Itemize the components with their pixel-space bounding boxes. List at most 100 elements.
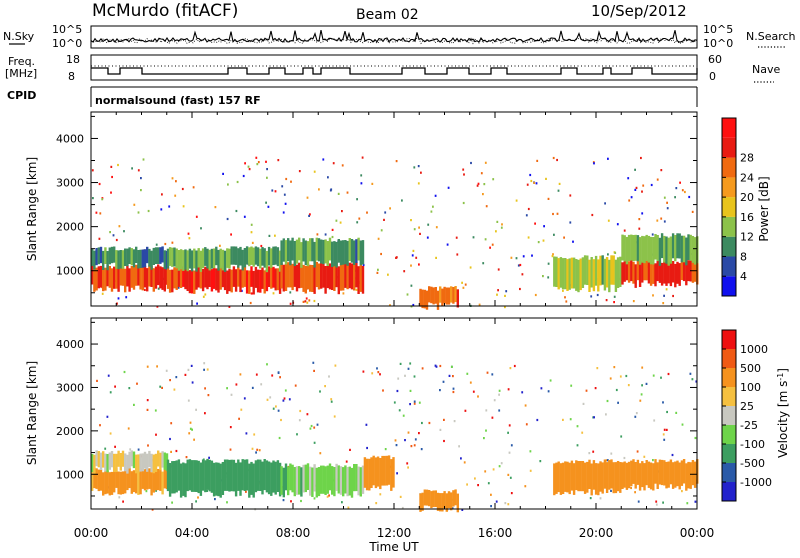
band-7-cell [610,255,613,285]
band-3-cell [250,246,253,265]
scatter-cell [591,213,594,217]
band-5-cell [434,490,437,507]
scatter-cell [439,389,441,392]
scatter-cell [98,237,101,240]
band-2-cell [217,462,220,497]
scatter-cell [128,387,131,390]
band-3-cell [326,465,329,494]
band-6-cell [436,290,440,310]
band-9-cell [674,235,677,262]
scatter-cell [296,433,298,436]
band-2-cell [226,270,229,294]
band-4-cell [370,457,373,488]
scatter-cell [380,229,383,232]
scatter-cell [681,490,683,493]
scatter-cell [495,500,498,503]
noise-search-trace [90,37,698,45]
power-tick-label: 28 [740,152,754,165]
band-5-cell [287,238,290,262]
scatter-cell [358,217,361,220]
band-7-cell [643,463,646,491]
band-9-cell [671,233,675,259]
scatter-cell [489,246,491,249]
scatter-cell [243,397,246,400]
band-8-cell [645,259,648,281]
band-2-cell [190,460,194,492]
band-4-cell [355,262,358,288]
band-7-cell [689,462,692,489]
band-9-cell [636,235,640,262]
scatter-cell [607,219,610,222]
scatter-cell [675,411,678,414]
scatter-cell [576,425,579,428]
band-7-cell [570,257,574,289]
scatter-cell [125,296,128,299]
scatter-cell [184,373,187,376]
band-1-cell [104,453,107,472]
scatter-cell [313,441,316,444]
scatter-cell [146,365,149,368]
band-6-cell [441,288,444,307]
band-3-cell [284,463,288,491]
scatter-cell [251,447,254,450]
band-4-cell [390,459,393,491]
scatter-cell [615,388,618,392]
band-5-cell [326,241,329,266]
scatter-cell [117,163,119,167]
band-4-cell [379,458,382,490]
band-1-cell [130,450,133,467]
scatter-cell [193,438,195,441]
band-2-cell [188,459,192,491]
scatter-cell [521,391,524,394]
band-6-cell [425,290,429,310]
band-0-cell [141,267,144,291]
scatter-cell [146,399,149,402]
band-1-cell [93,250,96,270]
cpid-text: normalsound (fast) 157 RF [95,94,261,107]
scatter-cell [256,163,259,166]
scatter-cell [667,372,670,376]
scatter-cell [298,419,301,422]
scatter-cell [530,179,533,183]
scatter-cell [161,386,163,389]
band-5-cell [293,241,296,266]
scatter-cell [282,499,285,502]
band-2-cell [276,460,280,492]
band-2-cell [239,269,242,293]
band-6-cell [577,461,580,492]
scatter-cell [552,212,554,216]
scatter-cell [242,174,245,178]
scatter-cell [92,197,94,200]
scatter-cell [313,426,316,429]
band-0-cell [106,471,109,494]
band-0-cell [163,468,166,489]
band-2-cell [186,459,189,492]
band-1-cell [119,453,122,471]
band-1-cell [132,249,136,268]
band-1-cell [139,453,142,472]
scatter-cell [165,369,168,372]
freq-panel: Freq. [MHz] 18 8 60 0 Nave [5,53,780,83]
band-9-cell [647,235,651,263]
power-colorbar-label: Power [dB] [757,176,771,241]
scatter-cell [638,227,641,230]
scatter-cell [684,190,686,194]
band-2-cell [179,267,183,288]
band-4-cell [300,262,303,288]
scatter-cell [277,409,280,412]
band-4-cell [302,264,305,292]
scatter-cell [592,416,595,419]
band-0-cell [132,267,136,290]
band-6-cell [428,286,431,303]
scatter-cell [222,172,224,175]
scatter-cell [627,384,630,387]
scatter-cell [326,495,329,498]
band-6-cell [594,463,598,495]
scatter-cell [498,393,500,396]
scatter-cell [171,177,174,180]
band-2-cell [239,462,242,496]
band-0-cell [132,470,136,493]
scatter-cell [251,241,254,244]
scatter-cell [376,271,379,274]
band-5-cell [430,491,433,509]
